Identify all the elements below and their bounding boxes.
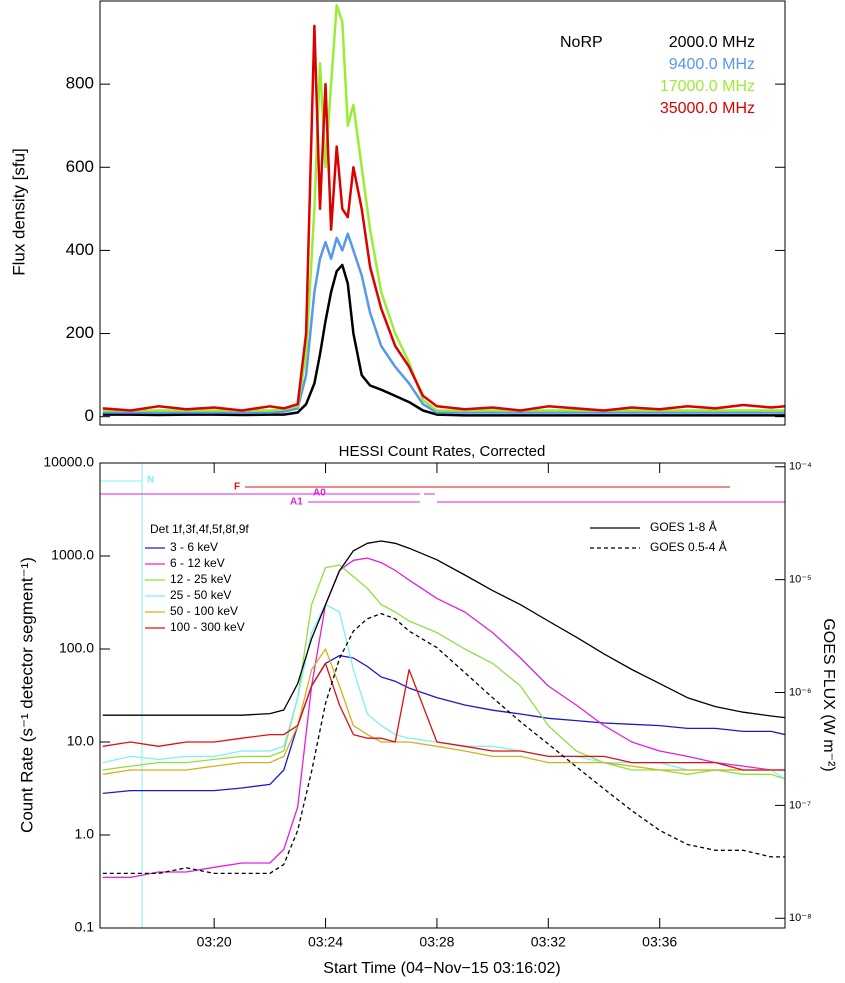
y-tick-label: 1000.0 [51, 547, 94, 563]
x-tick-label: 03:36 [642, 934, 677, 950]
y-tick-label: 800 [66, 74, 94, 93]
legend-title: Det 1f,3f,4f,5f,8f,9f [150, 522, 249, 536]
y2-axis-label: GOES FLUX (W m⁻²) [820, 618, 837, 771]
legend-label: 100 - 300 keV [170, 620, 245, 634]
series-line [102, 232, 785, 414]
series-line [102, 540, 785, 719]
y2-tick-label: 10⁻⁷ [789, 799, 811, 811]
x-axis-label: Start Time (04−Nov−15 03:16:02) [323, 960, 560, 977]
y-tick-label: 0.1 [75, 919, 95, 935]
annotation: N [147, 475, 154, 486]
legend-label: 35000.0 MHz [660, 100, 755, 117]
series-line [102, 263, 785, 417]
plot-frame [99, 462, 786, 929]
y-axis-label: Flux density [sfu] [9, 148, 28, 276]
series-line [102, 3, 785, 412]
legend-label: 2000.0 MHz [669, 34, 755, 51]
legend-label: 12 - 25 keV [170, 572, 231, 586]
x-tick-label: 03:28 [419, 934, 454, 950]
x-tick-label: 03:32 [531, 934, 566, 950]
y-tick-label: 600 [66, 157, 94, 176]
y2-tick-label: 10⁻⁸ [789, 912, 812, 924]
legend-label: 25 - 50 keV [170, 588, 231, 602]
x-tick-label: 03:20 [197, 934, 232, 950]
series-line [102, 662, 785, 771]
series-line [102, 24, 785, 412]
legend-label: 17000.0 MHz [660, 78, 755, 95]
y-tick-label: 200 [66, 323, 94, 342]
chart-title: HESSI Count Rates, Corrected [339, 443, 546, 460]
y2-tick-label: 10⁻⁵ [789, 574, 812, 586]
annotation: A0 [313, 488, 326, 499]
annotation: F [234, 482, 240, 493]
y-tick-label: 1.0 [75, 826, 95, 842]
legend-label: GOES 1-8 Å [650, 519, 717, 534]
plot-area [102, 540, 785, 879]
plot-area [102, 3, 785, 417]
series-line [102, 654, 785, 795]
y-axis-label: Count Rate (s⁻¹ detector segment⁻¹) [17, 557, 36, 833]
legend-title: NoRP [560, 34, 603, 51]
legend-label: 3 - 6 keV [170, 540, 218, 554]
y2-tick-label: 10⁻⁶ [789, 686, 812, 698]
legend-label: GOES 0.5-4 Å [650, 539, 727, 554]
plot-frame [99, 0, 786, 426]
y-tick-label: 10000.0 [43, 454, 94, 470]
legend-label: 9400.0 MHz [669, 56, 755, 73]
x-tick-label: 03:24 [308, 934, 343, 950]
y2-tick-label: 10⁻⁴ [789, 461, 812, 473]
annotation: A1 [290, 497, 303, 508]
series-line [102, 612, 785, 875]
y-tick-label: 10.0 [67, 733, 94, 749]
legend-label: 6 - 12 keV [170, 556, 225, 570]
y-tick-label: 100.0 [59, 640, 94, 656]
series-line [102, 557, 785, 879]
y-tick-label: 400 [66, 240, 94, 259]
y-tick-label: 0 [85, 406, 94, 425]
legend-label: 50 - 100 keV [170, 604, 238, 618]
